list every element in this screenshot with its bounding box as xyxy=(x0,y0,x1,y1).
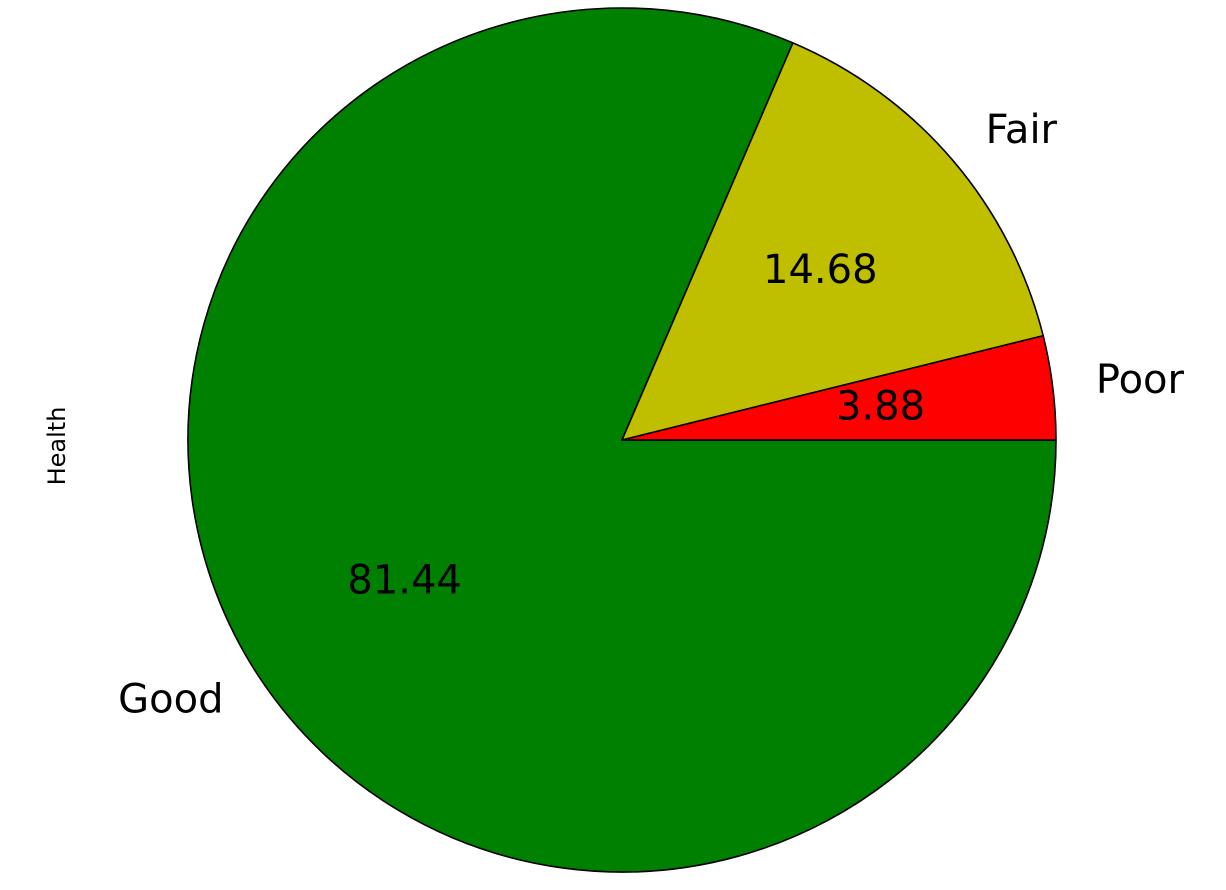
category-label-poor: Poor xyxy=(1096,357,1185,403)
value-label-poor: 3.88 xyxy=(836,384,925,430)
pie-slice-fair xyxy=(621,42,1044,441)
pie-slices xyxy=(187,7,1057,873)
category-labels: Good Fair Poor xyxy=(118,107,1185,723)
value-label-fair: 14.68 xyxy=(763,247,878,293)
pie-slice-good xyxy=(187,7,1057,873)
value-label-good: 81.44 xyxy=(347,558,462,604)
category-label-fair: Fair xyxy=(986,107,1058,153)
y-axis-label: Health xyxy=(43,407,71,486)
value-labels: 81.44 14.68 3.88 xyxy=(347,247,925,604)
pie-slice-poor xyxy=(621,334,1057,441)
category-label-good: Good xyxy=(118,677,223,723)
